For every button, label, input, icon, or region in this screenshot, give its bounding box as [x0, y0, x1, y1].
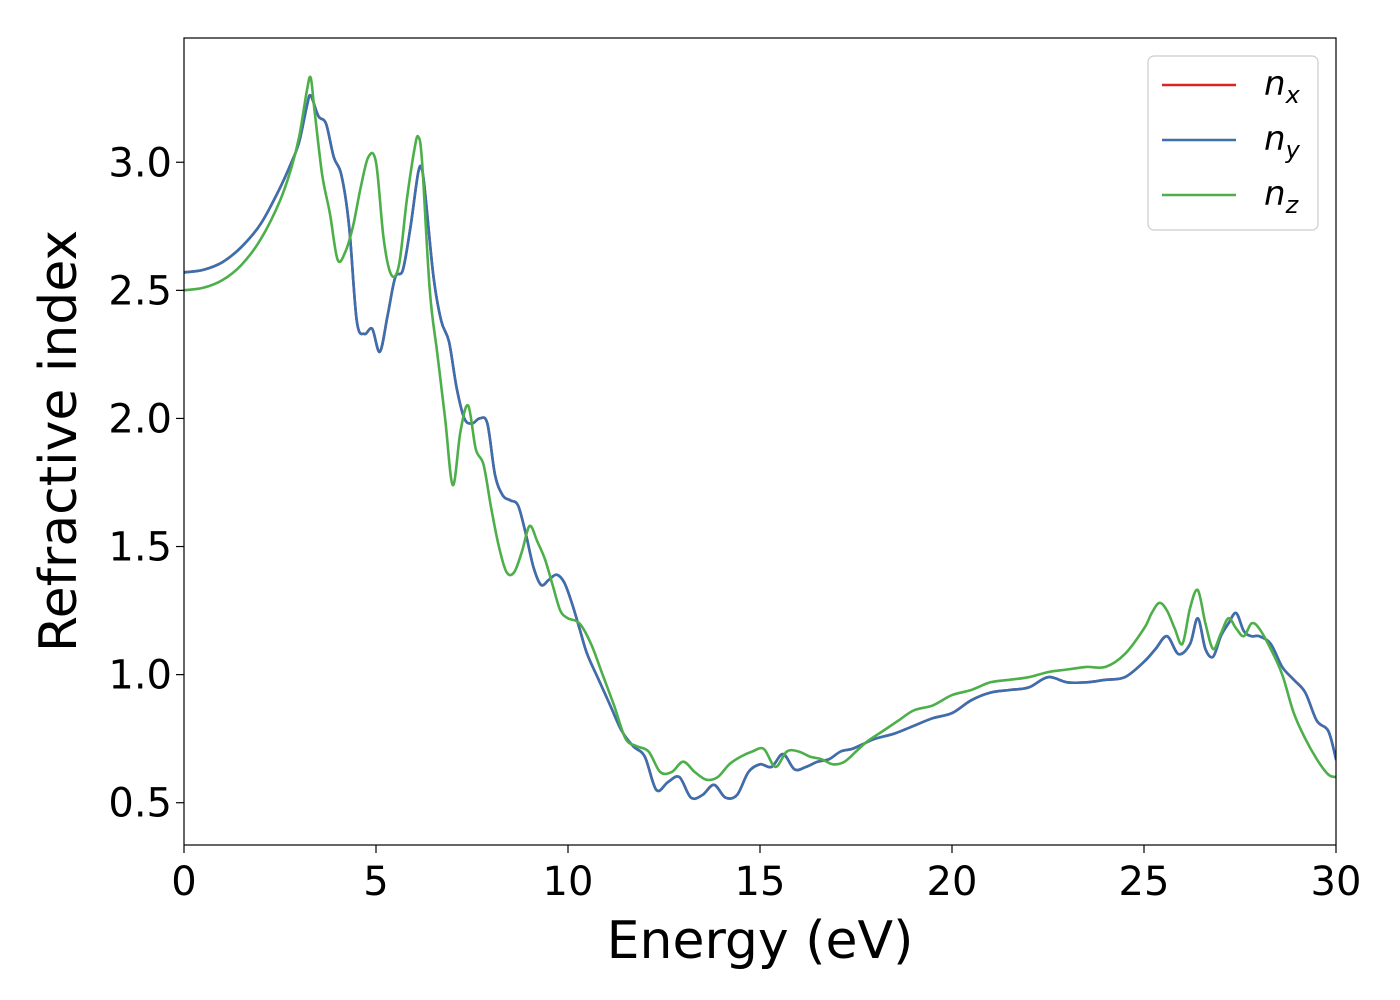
legend-label-nx: nx: [1264, 64, 1301, 109]
y-tick-label: 0.5: [108, 781, 172, 827]
legend-label-ny: ny: [1264, 119, 1301, 164]
y-axis-ticks: 0.5 1.0 1.5 2.0 2.5 3.0: [108, 140, 184, 827]
x-tick-label: 0: [171, 859, 196, 905]
y-tick-label: 3.0: [108, 140, 172, 186]
legend-label-subscript: z: [1285, 191, 1300, 219]
x-tick-label: 5: [363, 859, 388, 905]
y-axis-label: Refractive index: [29, 230, 89, 652]
x-tick-label: 10: [543, 859, 594, 905]
y-tick-label: 2.0: [108, 396, 172, 442]
legend-label-main: n: [1264, 119, 1286, 159]
series-layer: [184, 75, 1336, 801]
legend-label-main: n: [1264, 64, 1286, 104]
y-tick-label: 1.0: [108, 653, 172, 699]
x-axis-ticks: 0 5 10 15 20 25 30: [171, 845, 1361, 905]
x-tick-label: 15: [735, 859, 786, 905]
x-tick-label: 20: [927, 859, 978, 905]
x-tick-label: 25: [1119, 859, 1170, 905]
series-line-ny: [184, 93, 1336, 801]
y-tick-label: 2.5: [108, 268, 172, 314]
x-tick-label: 30: [1311, 859, 1362, 905]
series-line-nz: [184, 75, 1336, 782]
legend-label-main: n: [1264, 174, 1286, 214]
legend-label-subscript: y: [1285, 136, 1301, 164]
legend-label-subscript: x: [1285, 81, 1301, 109]
legend-box: [1147, 55, 1319, 231]
x-axis-label: Energy (eV): [607, 911, 914, 971]
legend-label-nz: nz: [1264, 174, 1300, 219]
y-tick-label: 1.5: [108, 525, 172, 571]
